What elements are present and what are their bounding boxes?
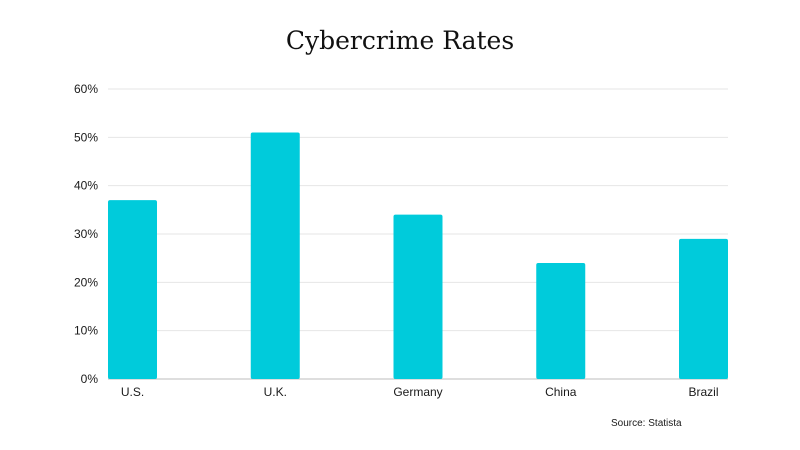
bar-u-k [250, 132, 300, 379]
y-tick-label: 60% [74, 82, 98, 96]
bars [108, 132, 728, 379]
chart-title: Cybercrime Rates [285, 26, 515, 55]
x-axis-labels: U.S. U.K. Germany China Brazil [121, 385, 719, 399]
source-note: Source: Statista [611, 418, 682, 429]
y-tick-label: 20% [74, 275, 98, 289]
y-tick-label: 50% [74, 130, 98, 144]
y-axis-ticks: 0% 10% 20% 30% 40% 50% 60% [74, 82, 98, 386]
x-tick-label: U.K. [264, 385, 287, 399]
bar-china [536, 263, 586, 379]
y-tick-label: 10% [74, 324, 98, 338]
bar-germany [393, 214, 443, 379]
x-tick-label: Brazil [688, 385, 718, 399]
y-tick-label: 40% [74, 179, 98, 193]
x-tick-label: Germany [393, 385, 442, 399]
y-tick-label: 30% [74, 227, 98, 241]
bar-brazil [679, 238, 728, 379]
x-tick-label: U.S. [121, 385, 144, 399]
y-tick-label: 0% [81, 372, 99, 386]
x-tick-label: China [545, 385, 577, 399]
bar-u-s [108, 200, 157, 379]
